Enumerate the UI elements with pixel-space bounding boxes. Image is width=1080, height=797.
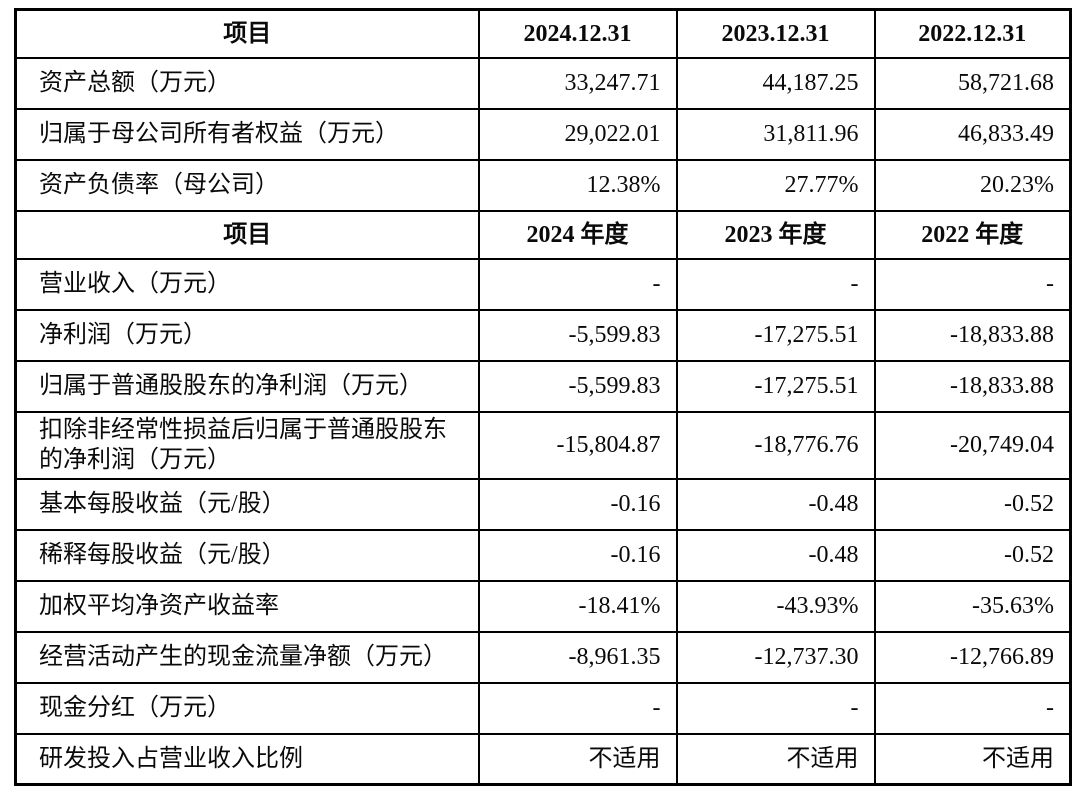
financial-summary-table: 项目 2024.12.31 2023.12.31 2022.12.31 资产总额… bbox=[14, 8, 1072, 786]
metric-label: 资产总额（万元） bbox=[14, 56, 480, 110]
metric-value: 29,022.01 bbox=[477, 107, 678, 161]
metric-value: -35.63% bbox=[873, 579, 1072, 633]
metric-label: 归属于普通股股东的净利润（万元） bbox=[14, 359, 480, 413]
metric-value: 58,721.68 bbox=[873, 56, 1072, 110]
table-row: 稀释每股收益（元/股） -0.16 -0.48 -0.52 bbox=[14, 528, 1072, 582]
metric-label: 经营活动产生的现金流量净额（万元） bbox=[14, 630, 480, 684]
metric-value: -12,737.30 bbox=[675, 630, 876, 684]
metric-value: - bbox=[477, 257, 678, 311]
metric-value: -5,599.83 bbox=[477, 359, 678, 413]
table-row: 现金分红（万元） - - - bbox=[14, 681, 1072, 735]
metric-value: -43.93% bbox=[675, 579, 876, 633]
metric-value: -0.48 bbox=[675, 477, 876, 531]
metric-value: - bbox=[675, 257, 876, 311]
metric-value: -17,275.51 bbox=[675, 308, 876, 362]
table-row: 归属于母公司所有者权益（万元） 29,022.01 31,811.96 46,8… bbox=[14, 107, 1072, 161]
metric-label: 净利润（万元） bbox=[14, 308, 480, 362]
period-column-header: 2022 年度 bbox=[873, 209, 1072, 260]
metric-value: -18,833.88 bbox=[873, 308, 1072, 362]
period-column-header: 2024.12.31 bbox=[477, 8, 678, 59]
table-row: 资产总额（万元） 33,247.71 44,187.25 58,721.68 bbox=[14, 56, 1072, 110]
table-row: 经营活动产生的现金流量净额（万元） -8,961.35 -12,737.30 -… bbox=[14, 630, 1072, 684]
metric-value: -0.52 bbox=[873, 528, 1072, 582]
period-column-header: 2024 年度 bbox=[477, 209, 678, 260]
metric-value: 27.77% bbox=[675, 158, 876, 212]
table-row: 研发投入占营业收入比例 不适用 不适用 不适用 bbox=[14, 732, 1072, 786]
metric-value: 46,833.49 bbox=[873, 107, 1072, 161]
metric-label: 扣除非经常性损益后归属于普通股股东的净利润（万元） bbox=[14, 410, 480, 480]
metric-label: 归属于母公司所有者权益（万元） bbox=[14, 107, 480, 161]
metric-value: -20,749.04 bbox=[873, 410, 1072, 480]
metric-value: 31,811.96 bbox=[675, 107, 876, 161]
metric-value: 不适用 bbox=[477, 732, 678, 786]
metric-value: -18,776.76 bbox=[675, 410, 876, 480]
metric-label: 稀释每股收益（元/股） bbox=[14, 528, 480, 582]
metric-value: -17,275.51 bbox=[675, 359, 876, 413]
table-row: 资产负债率（母公司） 12.38% 27.77% 20.23% bbox=[14, 158, 1072, 212]
table-row: 项目 2024 年度 2023 年度 2022 年度 bbox=[14, 209, 1072, 260]
item-column-header: 项目 bbox=[14, 8, 480, 59]
table-row: 加权平均净资产收益率 -18.41% -43.93% -35.63% bbox=[14, 579, 1072, 633]
period-column-header: 2023 年度 bbox=[675, 209, 876, 260]
table-row: 净利润（万元） -5,599.83 -17,275.51 -18,833.88 bbox=[14, 308, 1072, 362]
metric-value: -5,599.83 bbox=[477, 308, 678, 362]
table-row: 项目 2024.12.31 2023.12.31 2022.12.31 bbox=[14, 8, 1072, 59]
table-row: 扣除非经常性损益后归属于普通股股东的净利润（万元） -15,804.87 -18… bbox=[14, 410, 1072, 480]
table-row: 基本每股收益（元/股） -0.16 -0.48 -0.52 bbox=[14, 477, 1072, 531]
metric-value: -12,766.89 bbox=[873, 630, 1072, 684]
metric-value: 44,187.25 bbox=[675, 56, 876, 110]
metric-label: 现金分红（万元） bbox=[14, 681, 480, 735]
metric-value: -18,833.88 bbox=[873, 359, 1072, 413]
metric-value: - bbox=[675, 681, 876, 735]
metric-value: -8,961.35 bbox=[477, 630, 678, 684]
metric-value: - bbox=[873, 681, 1072, 735]
metric-label: 研发投入占营业收入比例 bbox=[14, 732, 480, 786]
item-column-header: 项目 bbox=[14, 209, 480, 260]
metric-label: 资产负债率（母公司） bbox=[14, 158, 480, 212]
metric-value: 不适用 bbox=[675, 732, 876, 786]
metric-label: 基本每股收益（元/股） bbox=[14, 477, 480, 531]
metric-label: 营业收入（万元） bbox=[14, 257, 480, 311]
metric-value: 12.38% bbox=[477, 158, 678, 212]
metric-value: 20.23% bbox=[873, 158, 1072, 212]
table-row: 营业收入（万元） - - - bbox=[14, 257, 1072, 311]
table-row: 归属于普通股股东的净利润（万元） -5,599.83 -17,275.51 -1… bbox=[14, 359, 1072, 413]
metric-value: -0.52 bbox=[873, 477, 1072, 531]
period-column-header: 2023.12.31 bbox=[675, 8, 876, 59]
period-column-header: 2022.12.31 bbox=[873, 8, 1072, 59]
metric-value: -0.48 bbox=[675, 528, 876, 582]
metric-value: -15,804.87 bbox=[477, 410, 678, 480]
metric-value: -18.41% bbox=[477, 579, 678, 633]
metric-value: 33,247.71 bbox=[477, 56, 678, 110]
metric-value: - bbox=[477, 681, 678, 735]
metric-value: -0.16 bbox=[477, 528, 678, 582]
metric-value: -0.16 bbox=[477, 477, 678, 531]
metric-value: 不适用 bbox=[873, 732, 1072, 786]
metric-value: - bbox=[873, 257, 1072, 311]
metric-label: 加权平均净资产收益率 bbox=[14, 579, 480, 633]
